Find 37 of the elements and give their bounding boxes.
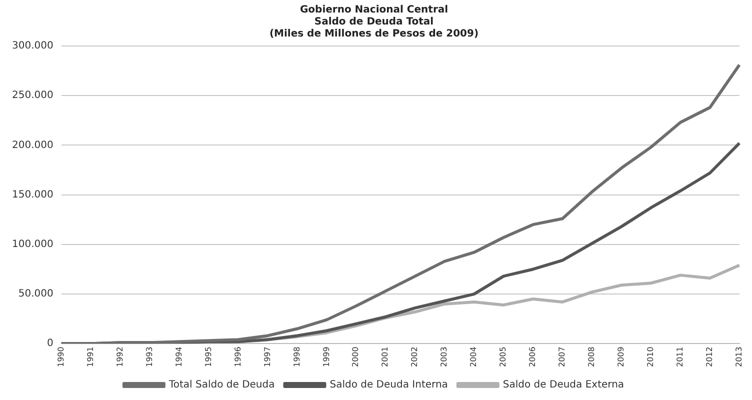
- legend-label: Saldo de Deuda Externa: [502, 380, 624, 391]
- x-tick-label: 1991: [86, 346, 95, 367]
- x-tick-label: 1995: [204, 346, 213, 367]
- y-tick-label: 200.000: [12, 140, 54, 151]
- x-tick-label: 1992: [115, 346, 124, 367]
- y-tick-label: 0: [46, 338, 54, 350]
- x-tick-label: 2008: [587, 346, 596, 367]
- x-tick-label: 1990: [56, 346, 66, 367]
- x-tick-label: 1999: [322, 346, 331, 367]
- x-tick-label: 1996: [233, 346, 242, 367]
- y-tick-label: 100.000: [12, 239, 54, 250]
- x-tick-label: 2007: [558, 346, 567, 367]
- x-tick-label: 2003: [440, 346, 449, 367]
- x-tick-label: 2006: [528, 346, 538, 367]
- y-tick-label: 150.000: [12, 189, 54, 200]
- x-tick-label: 1998: [292, 346, 302, 367]
- y-tick-label: 300.000: [12, 40, 54, 52]
- x-tick-label: 2005: [498, 346, 508, 367]
- legend-label: Total Saldo de Deuda: [168, 380, 275, 391]
- x-tick-label: 2011: [676, 346, 685, 367]
- text: (Miles de Millones de Pesos de 2009): [269, 28, 479, 40]
- x-tick-label: 2004: [469, 346, 478, 367]
- y-tick-label: 250.000: [12, 90, 54, 102]
- x-tick-label: 2000: [351, 346, 360, 367]
- legend-label: Saldo de Deuda Interna: [330, 380, 448, 391]
- x-tick-label: 1993: [144, 346, 154, 367]
- x-tick-label: 2002: [410, 346, 420, 367]
- x-tick-label: 2001: [380, 346, 390, 367]
- x-tick-label: 1997: [262, 346, 272, 367]
- x-tick-label: 2013: [734, 346, 744, 367]
- x-tick-label: 2009: [616, 346, 626, 367]
- x-tick-label: 1994: [174, 346, 184, 367]
- x-tick-label: 2012: [705, 346, 714, 367]
- x-tick-label: 2010: [646, 346, 656, 367]
- y-tick-label: 50.000: [18, 288, 54, 300]
- text: Saldo de Deuda Total: [314, 16, 434, 28]
- text: Gobierno Nacional Central: [300, 4, 448, 16]
